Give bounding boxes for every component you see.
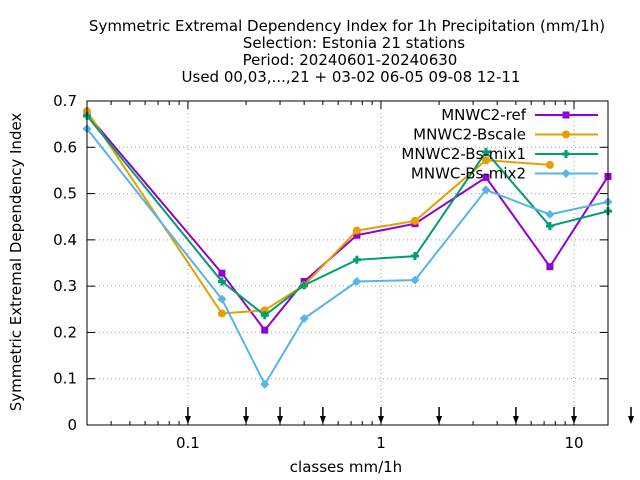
class-markers [184,407,634,424]
data-point [218,269,226,277]
data-point [260,311,269,320]
legend-label: MNWC2-Bs-mix1 [401,145,526,163]
grid [87,101,608,425]
data-point [352,255,361,264]
chart-title-line-4: Used 00,03,...,21 + 03-02 06-05 09-08 12… [182,68,521,86]
legend-label: MNWC-Bs-mix2 [411,165,526,183]
series-line [86,113,609,332]
data-point [217,277,226,286]
axis-tick-labels: 0 0.1 0.2 0.3 0.4 0.5 0.6 0.7 0.1 1 10 [53,92,583,452]
data-point [545,209,555,219]
data-point [410,252,419,261]
x-tick-label: 10 [564,434,583,452]
plot-series [82,107,613,389]
data-point [217,294,227,304]
data-point [410,216,419,225]
x-axis-label: classes mm/1h [290,458,402,476]
chart-title-line-2: Selection: Estonia 21 stations [243,34,465,52]
y-tick-label: 0.7 [53,92,77,110]
plot-frame [86,100,609,426]
y-axis-label: Symmetric Extremal Dependency Index [7,113,25,412]
series-mnwc2-ref [83,110,612,334]
class-marker-arrow-head [277,416,284,424]
class-marker-arrow-head [243,416,250,424]
chart-title-line-1: Symmetric Extremal Dependency Index for … [89,17,605,35]
data-point [481,156,490,165]
data-point [410,275,420,285]
data-point [546,263,554,271]
class-marker-arrow-head [628,416,634,424]
legend-label: MNWC2-Bscale [413,126,526,144]
data-point [562,111,570,119]
class-marker-arrow-head [436,416,443,424]
legend-label: MNWC2-ref [441,106,526,124]
series-line [86,115,609,317]
y-tick-label: 0.2 [53,323,77,341]
data-point [562,130,570,139]
y-tick-label: 0.5 [53,185,77,203]
data-point [481,185,491,195]
chart-title-line-3: Period: 20240601-20240630 [243,51,458,69]
data-point [261,326,269,334]
data-point [562,150,570,158]
x-tick-label: 1 [376,434,386,452]
data-point [481,147,490,156]
data-point [217,309,226,318]
class-marker-arrow-head [512,416,519,424]
series-line [86,128,609,387]
data-point [545,160,554,169]
data-point [352,277,362,287]
class-marker-arrow-head [319,416,326,424]
data-point [353,231,361,239]
series-mnwc-bs-mix2 [82,124,613,389]
data-point [561,169,571,178]
data-point [352,226,361,235]
data-point [260,379,270,389]
axis-ticks [86,100,608,426]
x-tick-label: 0.1 [176,434,200,452]
y-tick-label: 0.6 [53,138,77,156]
y-tick-label: 0.3 [53,277,77,295]
data-point [260,306,269,315]
data-point [300,281,309,290]
data-point [545,221,554,230]
y-tick-label: 0.4 [53,231,77,249]
data-point [482,173,490,181]
y-tick-label: 0.1 [53,370,77,388]
y-tick-label: 0 [67,416,77,434]
title-block: Symmetric Extremal Dependency Index for … [89,17,605,86]
data-point [299,314,309,324]
